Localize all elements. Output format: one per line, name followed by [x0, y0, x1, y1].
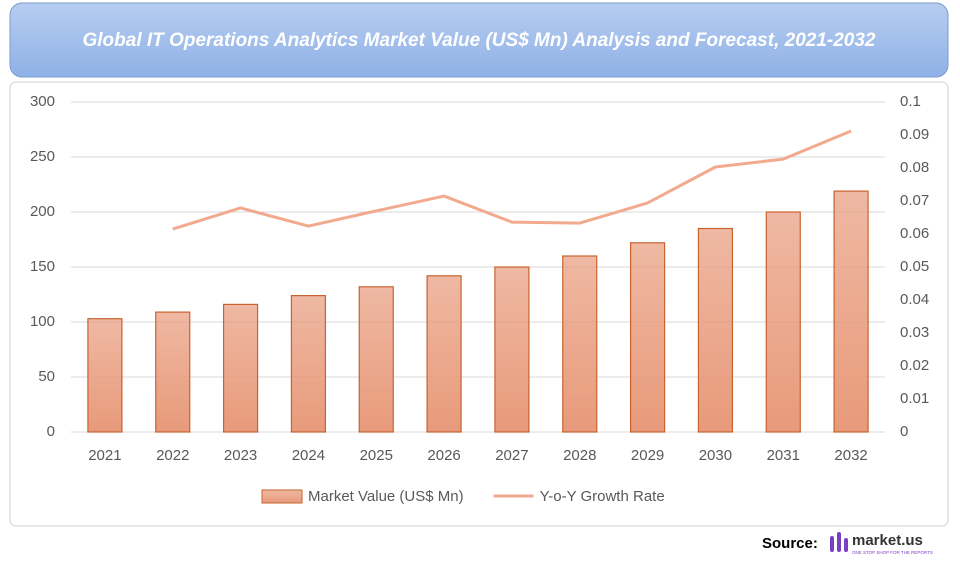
chart-title: Global IT Operations Analytics Market Va…	[83, 30, 876, 51]
legend-label: Market Value (US$ Mn)	[308, 488, 464, 505]
bar	[87, 318, 123, 433]
y2-tick-label: 0.04	[900, 291, 929, 308]
y2-tick-label: 0.01	[900, 390, 929, 407]
y2-tick-label: 0.06	[900, 225, 929, 242]
bar	[290, 295, 327, 433]
x-tick-label: 2032	[834, 447, 867, 464]
logo-icon	[830, 532, 848, 552]
x-tick-label: 2028	[563, 447, 596, 464]
brand: market.us	[852, 532, 923, 549]
legend-label: Y-o-Y Growth Rate	[540, 488, 665, 505]
x-tick-label: 2026	[427, 447, 460, 464]
y2-tick-label: 0.09	[900, 126, 929, 143]
bar	[494, 266, 530, 433]
bar	[358, 286, 394, 433]
y2-tick-label: 0.08	[900, 159, 929, 176]
y2-tick-label: 0.02	[900, 357, 929, 374]
bar	[697, 227, 734, 433]
brand-tagline: ONE STOP SHOP FOR THE REPORTS	[852, 550, 933, 555]
bar	[222, 303, 259, 433]
y-tick-label: 50	[38, 368, 55, 385]
bar	[426, 275, 462, 433]
x-tick-label: 2029	[631, 447, 664, 464]
line	[172, 129, 852, 231]
bar	[155, 311, 191, 433]
x-tick-label: 2021	[88, 447, 121, 464]
y2-tick-label: 0.07	[900, 192, 929, 209]
title-box	[9, 2, 949, 78]
x-tick-label: 2027	[495, 447, 528, 464]
x-tick-label: 2023	[224, 447, 257, 464]
x-tick-label: 2024	[292, 447, 325, 464]
bar	[562, 255, 598, 433]
y-tick-label: 250	[30, 148, 55, 165]
y-tick-label: 200	[30, 203, 55, 220]
x-tick-label: 2030	[699, 447, 732, 464]
y2-tick-label: 0.05	[900, 258, 929, 275]
y2-tick-label: 0.03	[900, 324, 929, 341]
chart-frame	[9, 81, 949, 527]
y-tick-label: 150	[30, 258, 55, 275]
y2-tick-label: 0.1	[900, 93, 921, 110]
x-tick-label: 2022	[156, 447, 189, 464]
x-tick-label: 2031	[767, 447, 800, 464]
y2-tick-label: 0	[900, 423, 908, 440]
y-tick-label: 300	[30, 93, 55, 110]
bar	[765, 211, 801, 433]
bar	[833, 190, 869, 433]
y-tick-label: 0	[47, 423, 55, 440]
x-tick-label: 2025	[360, 447, 393, 464]
bar	[629, 242, 666, 433]
legend-swatch	[261, 489, 303, 504]
y-tick-label: 100	[30, 313, 55, 330]
source-label: Source:	[762, 535, 818, 552]
